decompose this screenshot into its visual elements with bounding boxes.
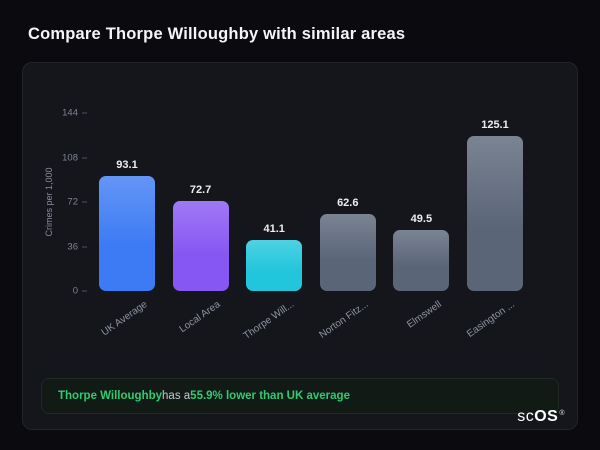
y-axis-ticks: 144 108 72 36 0 [53, 108, 87, 297]
page-title: Compare Thorpe Willoughby with similar a… [28, 25, 406, 43]
scos-logo: scOS® [517, 408, 565, 426]
bar-value-label: 41.1 [263, 223, 285, 236]
y-tick: 0 [73, 286, 87, 297]
y-tick-mark [82, 157, 87, 158]
bar[interactable] [246, 240, 303, 291]
bar[interactable] [99, 175, 155, 291]
summary-area-name: Thorpe Willoughby [58, 390, 163, 402]
y-tick-mark [82, 290, 87, 292]
y-tick: 36 [67, 241, 87, 252]
y-tick-label: 144 [62, 107, 78, 119]
x-axis-label: Local Area [177, 299, 223, 336]
y-tick-label: 36 [67, 241, 78, 252]
x-axis-label: Elmswell [405, 299, 444, 331]
logo-sc-text: sc [517, 408, 535, 425]
y-tick-label: 108 [62, 152, 78, 163]
bar-value-label: 49.5 [410, 212, 433, 225]
bar[interactable] [393, 229, 450, 291]
x-axis-label: Thorpe Will... [241, 299, 297, 342]
logo-registered-mark: ® [559, 409, 565, 417]
bar[interactable] [319, 213, 376, 291]
bar-value-label: 62.6 [337, 196, 359, 209]
bar-group: 49.5 Elmswell [393, 113, 450, 331]
y-tick-mark [82, 246, 87, 247]
bar[interactable] [172, 201, 229, 291]
y-tick: 144 [62, 108, 87, 119]
plot-area: 93.1 UK Average 72.7 Local Area 41.1 Thorpe W… [93, 113, 529, 342]
bar-value-label: 125.1 [481, 119, 509, 132]
y-tick-mark [82, 112, 87, 114]
x-axis-label: Easington ... [465, 299, 518, 340]
summary-middle-text: has a [162, 390, 191, 402]
y-tick: 72 [67, 197, 87, 208]
bar-value-label: 72.7 [189, 184, 212, 197]
bar[interactable] [466, 136, 523, 291]
y-tick-label: 0 [72, 285, 78, 297]
y-tick-mark [82, 201, 87, 203]
y-tick: 108 [62, 152, 87, 163]
logo-os-text: OS [534, 408, 559, 425]
chart-card: Crimes per 1,000 144 108 72 36 0 93.1 UK Aver… [22, 62, 578, 430]
bar-chart: Crimes per 1,000 144 108 72 36 0 93.1 UK Aver… [44, 99, 549, 342]
bar-group: 62.6 Norton Fitz... [317, 113, 376, 341]
summary-highlight: 55.9% lower than UK average [190, 390, 350, 402]
bar-group: 72.7 Local Area [172, 113, 229, 335]
summary-banner: Thorpe Willoughby has a 55.9% lower than… [41, 378, 559, 414]
bar-group: 125.1 Easington ... [465, 113, 523, 340]
bar-group: 93.1 UK Average [99, 113, 155, 339]
bar-value-label: 93.1 [116, 158, 138, 171]
x-axis-label: Norton Fitz... [316, 299, 371, 341]
x-axis-label: UK Average [99, 299, 150, 339]
bar-group: 41.1 Thorpe Will... [242, 113, 303, 342]
y-tick-label: 72 [67, 196, 78, 208]
